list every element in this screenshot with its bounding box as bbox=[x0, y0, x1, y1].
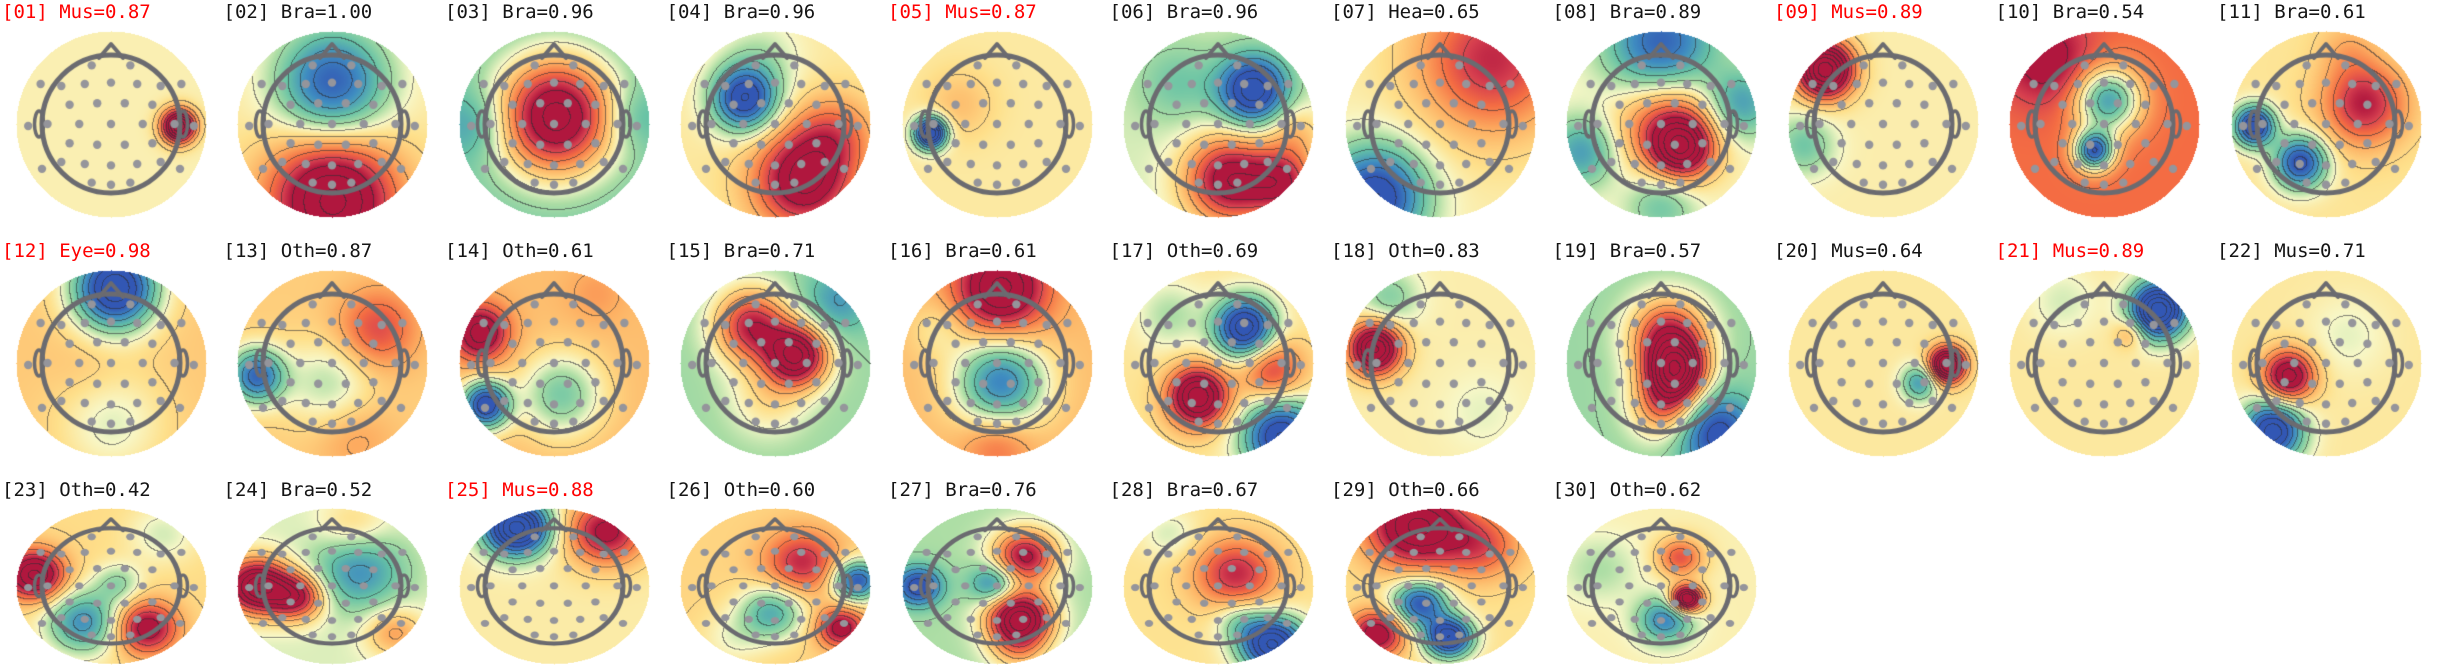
component-title: [04] Bra=0.96 bbox=[666, 1, 816, 23]
topomap-canvas bbox=[1773, 25, 1992, 221]
topomap-canvas bbox=[1109, 264, 1328, 460]
component-cell: [03] Bra=0.96 bbox=[443, 0, 665, 239]
component-cell: [19] Bra=0.57 bbox=[1551, 239, 1773, 478]
component-cell: [12] Eye=0.98 bbox=[0, 239, 222, 478]
component-cell: [29] Oth=0.66 bbox=[1329, 478, 1551, 667]
topomap-canvas bbox=[1109, 25, 1328, 221]
component-title: [28] Bra=0.67 bbox=[1109, 479, 1259, 501]
topomap-canvas bbox=[887, 25, 1106, 221]
topomap-canvas bbox=[444, 264, 663, 460]
topomap-row: [23] Oth=0.42 [24] Bra=0.52 [25] Mus=0.8… bbox=[0, 478, 2437, 667]
component-cell: [17] Oth=0.69 bbox=[1108, 239, 1330, 478]
component-title: [19] Bra=0.57 bbox=[1552, 240, 1702, 262]
component-title: [22] Mus=0.71 bbox=[2217, 240, 2366, 262]
component-cell: [28] Bra=0.67 bbox=[1108, 478, 1330, 667]
component-cell: [02] Bra=1.00 bbox=[222, 0, 444, 239]
component-cell: [15] Bra=0.71 bbox=[665, 239, 887, 478]
component-cell: [26] Oth=0.60 bbox=[665, 478, 887, 667]
topomap-row: [01] Mus=0.87 [02] Bra=1.00 [03] Bra=0.9… bbox=[0, 0, 2437, 239]
topomap-canvas bbox=[1773, 264, 1992, 460]
topomap-canvas bbox=[223, 264, 442, 460]
topomap-canvas bbox=[1, 264, 220, 460]
topomap-canvas bbox=[1552, 264, 1771, 460]
topomap-canvas bbox=[1, 25, 220, 221]
component-title: [03] Bra=0.96 bbox=[445, 1, 594, 23]
component-cell: [14] Oth=0.61 bbox=[443, 239, 665, 478]
component-title: [29] Oth=0.66 bbox=[1331, 479, 1480, 501]
topomap-canvas bbox=[1330, 503, 1549, 667]
component-cell: [08] Bra=0.89 bbox=[1551, 0, 1773, 239]
topomap-canvas bbox=[1552, 503, 1771, 667]
component-cell: [27] Bra=0.76 bbox=[886, 478, 1108, 667]
component-title: [13] Oth=0.87 bbox=[223, 240, 373, 262]
component-title: [23] Oth=0.42 bbox=[2, 479, 151, 501]
topomap-canvas bbox=[1330, 264, 1549, 460]
component-cell: [10] Bra=0.54 bbox=[1994, 0, 2216, 239]
component-title: [12] Eye=0.98 bbox=[2, 240, 151, 262]
component-title: [15] Bra=0.71 bbox=[666, 240, 816, 262]
component-cell: [24] Bra=0.52 bbox=[222, 478, 444, 667]
component-title: [16] Bra=0.61 bbox=[888, 240, 1037, 262]
component-cell: [13] Oth=0.87 bbox=[222, 239, 444, 478]
component-title: [18] Oth=0.83 bbox=[1331, 240, 1480, 262]
component-title: [25] Mus=0.88 bbox=[445, 479, 594, 501]
component-title: [27] Bra=0.76 bbox=[888, 479, 1037, 501]
topomap-canvas bbox=[666, 25, 885, 221]
component-title: [05] Mus=0.87 bbox=[888, 1, 1037, 23]
component-title: [20] Mus=0.64 bbox=[1774, 240, 1923, 262]
component-title: [17] Oth=0.69 bbox=[1109, 240, 1259, 262]
component-cell: [23] Oth=0.42 bbox=[0, 478, 222, 667]
component-cell: [25] Mus=0.88 bbox=[443, 478, 665, 667]
component-title: [02] Bra=1.00 bbox=[223, 1, 373, 23]
component-cell: [04] Bra=0.96 bbox=[665, 0, 887, 239]
topomap-canvas bbox=[666, 264, 885, 460]
component-cell: [18] Oth=0.83 bbox=[1329, 239, 1551, 478]
component-cell: [05] Mus=0.87 bbox=[886, 0, 1108, 239]
component-title: [26] Oth=0.60 bbox=[666, 479, 816, 501]
component-title: [11] Bra=0.61 bbox=[2217, 1, 2366, 23]
topomap-canvas bbox=[1995, 25, 2214, 221]
component-title: [01] Mus=0.87 bbox=[2, 1, 151, 23]
component-cell: [06] Bra=0.96 bbox=[1108, 0, 1330, 239]
topomap-canvas bbox=[1552, 25, 1771, 221]
topomap-canvas bbox=[223, 503, 442, 667]
topomap-canvas bbox=[1, 503, 220, 667]
component-title: [10] Bra=0.54 bbox=[1995, 1, 2145, 23]
topomap-canvas bbox=[1330, 25, 1549, 221]
topomap-canvas bbox=[887, 264, 1106, 460]
topomap-canvas bbox=[666, 503, 885, 667]
topomap-canvas bbox=[1995, 264, 2214, 460]
topomap-canvas bbox=[2216, 264, 2435, 460]
component-cell: [09] Mus=0.89 bbox=[1772, 0, 1994, 239]
component-title: [24] Bra=0.52 bbox=[223, 479, 373, 501]
component-title: [21] Mus=0.89 bbox=[1995, 240, 2145, 262]
component-title: [09] Mus=0.89 bbox=[1774, 1, 1923, 23]
topomap-canvas bbox=[444, 25, 663, 221]
component-title: [14] Oth=0.61 bbox=[445, 240, 594, 262]
component-cell: [20] Mus=0.64 bbox=[1772, 239, 1994, 478]
topomap-canvas bbox=[444, 503, 663, 667]
component-cell: [21] Mus=0.89 bbox=[1994, 239, 2216, 478]
component-title: [07] Hea=0.65 bbox=[1331, 1, 1480, 23]
component-title: [08] Bra=0.89 bbox=[1552, 1, 1702, 23]
component-cell: [11] Bra=0.61 bbox=[2215, 0, 2437, 239]
topomap-row: [12] Eye=0.98 [13] Oth=0.87 [14] Oth=0.6… bbox=[0, 239, 2437, 478]
component-cell: [07] Hea=0.65 bbox=[1329, 0, 1551, 239]
topomap-canvas bbox=[223, 25, 442, 221]
topomap-canvas bbox=[887, 503, 1106, 667]
topomap-canvas bbox=[2216, 25, 2435, 221]
component-cell: [22] Mus=0.71 bbox=[2215, 239, 2437, 478]
topomap-canvas bbox=[1109, 503, 1328, 667]
component-cell: [30] Oth=0.62 bbox=[1551, 478, 1773, 667]
component-title: [06] Bra=0.96 bbox=[1109, 1, 1259, 23]
component-cell: [16] Bra=0.61 bbox=[886, 239, 1108, 478]
component-title: [30] Oth=0.62 bbox=[1552, 479, 1702, 501]
component-cell: [01] Mus=0.87 bbox=[0, 0, 222, 239]
